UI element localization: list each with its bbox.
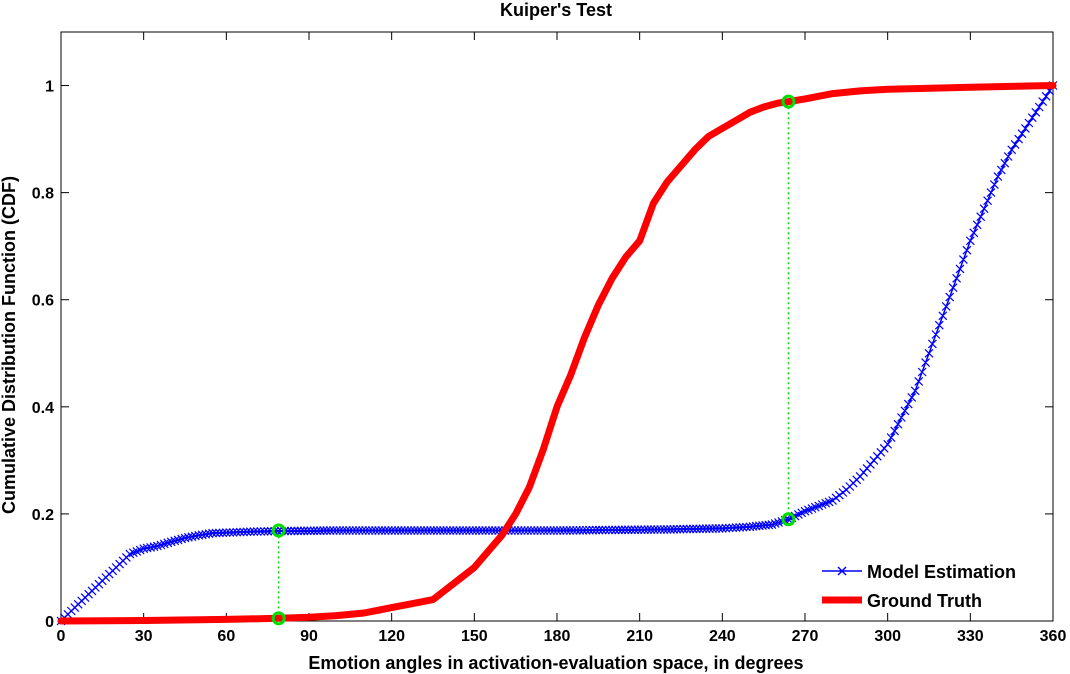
y-tick-label: 0 <box>45 614 54 631</box>
distance-endpoint <box>781 512 796 527</box>
y-tick-label: 0.6 <box>32 293 54 310</box>
legend-marker-x <box>837 566 847 576</box>
distance-endpoint <box>271 611 286 626</box>
x-tick-label: 180 <box>544 628 571 645</box>
series-line <box>57 82 1057 625</box>
x-tick-label: 60 <box>217 628 235 645</box>
x-tick-label: 300 <box>874 628 901 645</box>
y-tick-label: 0.4 <box>32 400 54 417</box>
x-tick-label: 150 <box>461 628 488 645</box>
x-tick-label: 270 <box>792 628 819 645</box>
y-tick-label: 0.2 <box>32 507 54 524</box>
x-tick-label: 120 <box>378 628 405 645</box>
y-axis-title: Cumulative Distribution Function (CDF) <box>0 176 19 514</box>
legend-label-ground-truth: Ground Truth <box>867 591 982 611</box>
y-tick-label: 0.8 <box>32 186 54 203</box>
chart-title: Kuiper's Test <box>500 0 612 20</box>
legend-label-model-estimation: Model Estimation <box>867 562 1016 582</box>
y-tick-label: 1 <box>45 79 54 96</box>
x-tick-label: 360 <box>1040 628 1067 645</box>
x-tick-label: 330 <box>957 628 984 645</box>
plot-area <box>60 31 1054 622</box>
legend: Model Estimation Ground Truth <box>822 562 1016 611</box>
x-tick-label: 210 <box>626 628 653 645</box>
distance-endpoint <box>781 94 796 109</box>
series-ground-truth <box>57 82 1057 625</box>
x-tick-label: 30 <box>135 628 153 645</box>
x-tick-label: 90 <box>300 628 318 645</box>
distance-endpoint <box>271 523 286 538</box>
x-axis-title: Emotion angles in activation-evaluation … <box>308 653 803 673</box>
x-tick-label: 0 <box>57 628 66 645</box>
x-tick-label: 240 <box>709 628 736 645</box>
